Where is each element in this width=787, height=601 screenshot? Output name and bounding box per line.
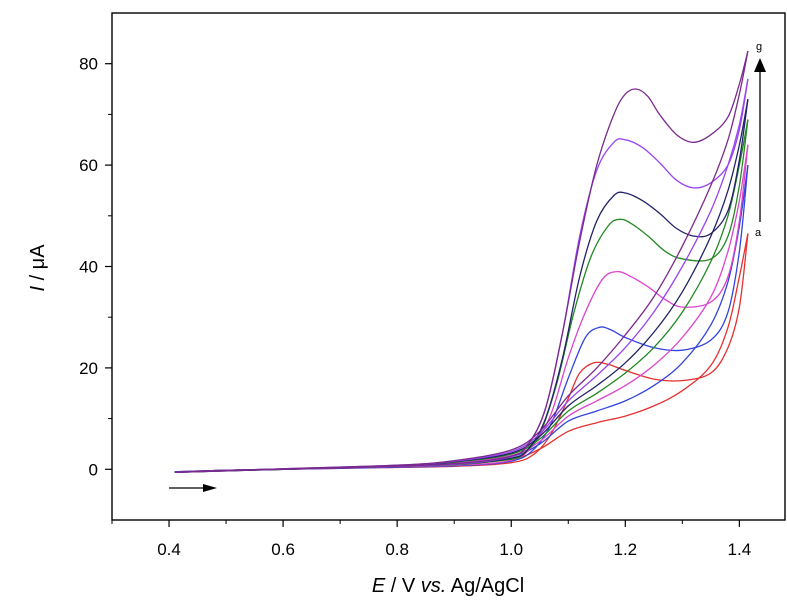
x-tick-label: 1.4	[728, 540, 752, 559]
x-tick-label: 0.6	[271, 540, 295, 559]
x-axis-reference: Ag/AgCl	[446, 575, 524, 597]
y-tick-label: 0	[89, 460, 98, 479]
plot-frame	[111, 12, 786, 521]
x-axis-vs: vs.	[421, 575, 447, 597]
x-axis-unit: / V	[385, 575, 421, 597]
y-tick-label: 60	[79, 156, 98, 175]
y-axis-unit: / μA	[27, 244, 49, 286]
label-start: a	[755, 227, 762, 239]
y-axis-title: I / μA	[27, 244, 49, 292]
sweep-arrow-head	[203, 484, 217, 492]
series-5-reverse-line	[174, 78, 749, 473]
label-end: g	[756, 41, 762, 53]
series-1-forward-line	[174, 165, 749, 473]
series-3-reverse-line	[174, 119, 749, 473]
series-4-reverse-line	[174, 99, 749, 473]
y-tick-label: 20	[79, 359, 98, 378]
series-3-forward-line	[174, 119, 749, 473]
series-2-forward-line	[174, 144, 749, 473]
x-tick-label: 0.8	[385, 540, 409, 559]
series-0-reverse-line	[174, 233, 749, 473]
series-4-forward-line	[174, 99, 749, 473]
series-1-reverse-line	[174, 165, 749, 473]
trend-arrow-head	[754, 58, 766, 72]
x-tick-label: 1.2	[613, 540, 637, 559]
annotation-arrows	[169, 58, 766, 492]
y-axis-symbol: I	[27, 286, 49, 292]
plot-series	[174, 50, 749, 473]
series-5-forward-line	[174, 78, 749, 473]
series-6-reverse-line	[174, 50, 749, 473]
series-6-forward-line	[174, 50, 749, 473]
y-tick-label: 80	[79, 55, 98, 74]
axis-ticks: 0.4 0.6 0.8 1.0 1.2 1.4 0 20 40 60 80	[79, 55, 751, 559]
x-axis-symbol: E	[372, 575, 386, 597]
y-tick-label: 40	[79, 258, 98, 277]
x-axis-title: E / V vs. Ag/AgCl	[372, 575, 524, 597]
x-tick-label: 0.4	[157, 540, 181, 559]
x-tick-label: 1.0	[499, 540, 523, 559]
series-2-reverse-line	[174, 144, 749, 473]
series-0-forward-line	[174, 233, 749, 473]
